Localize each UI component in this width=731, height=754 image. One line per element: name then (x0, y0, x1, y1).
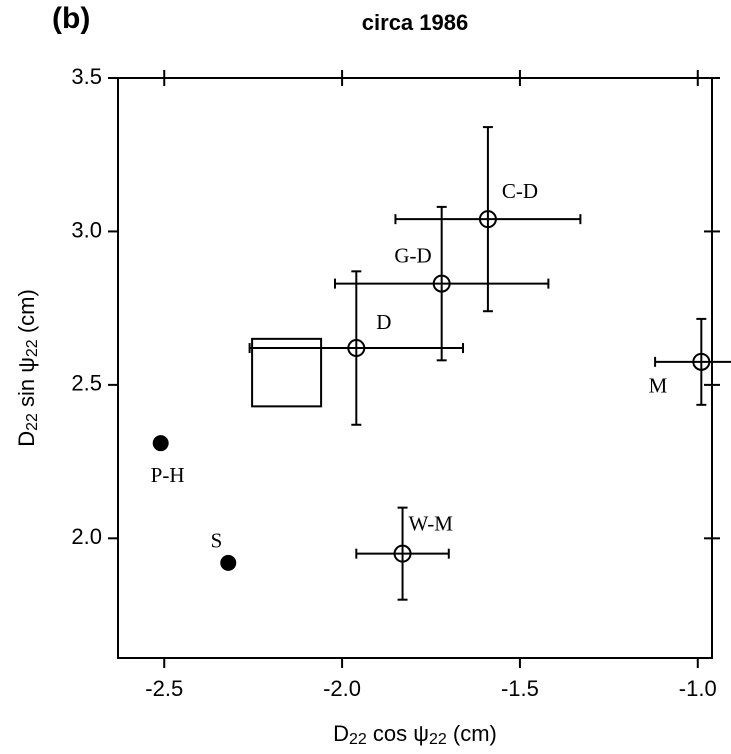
label-part: sin ψ (14, 357, 39, 413)
point-label: P-H (151, 463, 185, 487)
x-tick-label: -2.5 (145, 676, 183, 701)
label-part: D (14, 431, 39, 447)
point (220, 554, 237, 571)
label-part: 22 (24, 339, 41, 357)
y-tick-label: 3.5 (71, 64, 102, 89)
label-part: 22 (24, 413, 41, 431)
point (432, 274, 451, 293)
label-part: (cm) (447, 721, 497, 746)
point (478, 210, 497, 229)
point (347, 339, 366, 358)
y-axis-label: D22 sin ψ22 (cm) (14, 289, 41, 447)
point (152, 435, 169, 452)
point-label: C-D (502, 179, 538, 203)
plot-frame (117, 77, 713, 659)
label-part: 22 (349, 731, 367, 748)
point (393, 544, 412, 563)
point-label: M (649, 374, 668, 398)
x-axis-label: D22 cos ψ22 (cm) (333, 721, 497, 748)
point-label: W-M (409, 511, 454, 535)
point-label: S (211, 529, 223, 553)
label-part: (cm) (14, 289, 39, 339)
point-label: G-D (394, 243, 431, 267)
y-tick-label: 2.5 (71, 371, 102, 396)
point-label: D (376, 310, 391, 334)
chart-title: circa 1986 (362, 10, 468, 35)
label-part: 22 (429, 731, 447, 748)
x-tick-label: -2.0 (323, 676, 361, 701)
region-box (251, 337, 323, 408)
point (692, 352, 711, 371)
y-tick-label: 3.0 (71, 217, 102, 242)
y-tick-label: 2.0 (71, 524, 102, 549)
label-part: cos ψ (367, 721, 429, 746)
label-part: D (333, 721, 349, 746)
x-tick-label: -1.5 (501, 676, 539, 701)
panel-label: (b) (52, 2, 90, 35)
x-tick-label: -1.0 (679, 676, 717, 701)
